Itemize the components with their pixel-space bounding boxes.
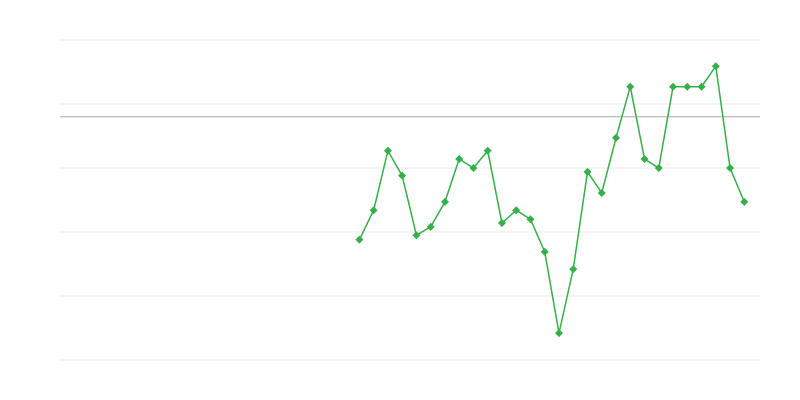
data-point xyxy=(654,164,663,172)
data-point xyxy=(569,265,578,274)
data-point xyxy=(369,206,378,215)
data-point xyxy=(469,164,478,172)
data-point xyxy=(526,215,535,224)
data-point xyxy=(612,133,621,142)
data-point xyxy=(540,247,549,256)
data-point xyxy=(426,222,435,231)
data-point xyxy=(398,171,407,180)
data-point xyxy=(711,62,720,71)
data-point xyxy=(726,164,735,172)
data-point xyxy=(626,82,635,91)
data-point xyxy=(640,155,649,164)
series-line xyxy=(358,64,746,334)
data-point xyxy=(497,219,506,228)
data-point xyxy=(355,235,364,244)
data-point xyxy=(512,206,521,215)
data-point xyxy=(683,82,692,91)
data-point xyxy=(483,146,492,155)
data-point xyxy=(697,82,706,91)
data-point xyxy=(669,82,678,91)
data-point xyxy=(583,167,592,176)
data-point xyxy=(440,197,449,206)
data-point xyxy=(740,197,749,206)
data-point xyxy=(412,231,421,240)
data-point xyxy=(455,155,464,164)
data-point xyxy=(597,188,606,197)
data-point xyxy=(554,329,563,338)
data-point xyxy=(383,146,392,155)
